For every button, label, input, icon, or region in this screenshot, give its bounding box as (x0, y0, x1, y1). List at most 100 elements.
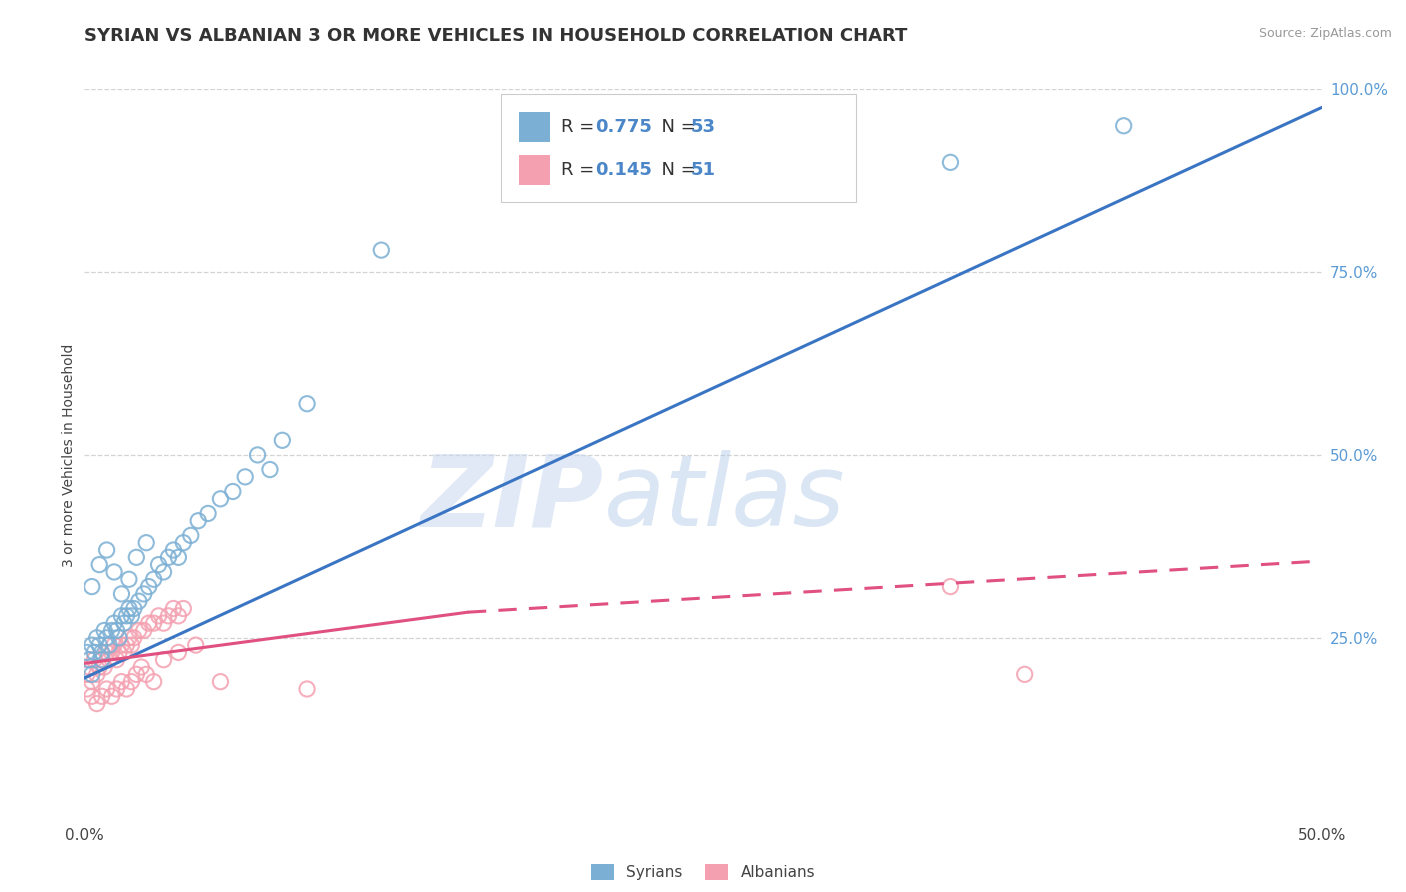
Point (80, 690, 103, 704)
Point (112, 616, 135, 631)
Point (100, 690, 122, 704)
Point (152, 565, 174, 579)
Point (172, 535, 194, 549)
Point (209, 674, 232, 689)
Point (138, 616, 160, 631)
Point (89, 638, 111, 652)
Point (135, 535, 157, 549)
Point (76, 645, 98, 659)
Point (138, 580, 160, 594)
Point (98, 653, 121, 667)
Point (98, 638, 121, 652)
Point (157, 550, 180, 565)
Point (135, 667, 157, 681)
Point (162, 601, 184, 615)
Point (90, 653, 112, 667)
Point (118, 572, 141, 586)
Point (96, 681, 118, 696)
Point (103, 638, 125, 652)
Point (90, 690, 112, 704)
Point (157, 608, 180, 623)
Point (103, 616, 125, 631)
Point (108, 645, 131, 659)
Point (197, 507, 219, 521)
Point (939, 580, 962, 594)
Text: N =: N = (650, 119, 702, 136)
Point (246, 448, 269, 462)
Point (110, 638, 132, 652)
Point (110, 608, 132, 623)
Text: SYRIAN VS ALBANIAN 3 OR MORE VEHICLES IN HOUSEHOLD CORRELATION CHART: SYRIAN VS ALBANIAN 3 OR MORE VEHICLES IN… (84, 27, 908, 45)
Text: atlas: atlas (605, 450, 845, 548)
Point (115, 638, 138, 652)
Point (96, 631, 118, 645)
Text: Source: ZipAtlas.com: Source: ZipAtlas.com (1258, 27, 1392, 40)
Legend: Syrians, Albanians: Syrians, Albanians (585, 858, 821, 886)
Point (90, 645, 112, 659)
Point (167, 645, 190, 659)
Point (162, 543, 184, 558)
Point (120, 638, 142, 652)
Point (295, 397, 318, 411)
Text: R =: R = (561, 161, 600, 179)
Point (125, 667, 148, 681)
Point (122, 601, 145, 615)
Point (93, 660, 115, 674)
Point (105, 624, 128, 638)
Text: R =: R = (561, 119, 600, 136)
Point (76, 681, 98, 696)
Text: 0.775: 0.775 (595, 119, 652, 136)
Text: 53: 53 (690, 119, 716, 136)
Y-axis label: 3 or more Vehicles in Household: 3 or more Vehicles in Household (62, 343, 76, 566)
Point (142, 674, 165, 689)
Point (152, 616, 174, 631)
Point (83, 653, 105, 667)
Point (172, 601, 194, 615)
Point (142, 616, 165, 631)
Point (93, 624, 115, 638)
Point (80, 638, 103, 652)
Point (80, 667, 103, 681)
Point (96, 543, 118, 558)
Point (105, 681, 128, 696)
Point (122, 631, 145, 645)
Point (222, 484, 245, 499)
Point (80, 580, 103, 594)
Point (103, 565, 125, 579)
Point (295, 681, 318, 696)
Point (152, 653, 174, 667)
Point (83, 645, 105, 659)
Point (100, 645, 122, 659)
Point (142, 572, 165, 586)
Point (118, 631, 141, 645)
Point (86, 631, 108, 645)
Text: ZIP: ZIP (420, 450, 605, 548)
Point (209, 491, 232, 506)
Point (233, 470, 256, 484)
Point (132, 587, 155, 601)
Point (79, 653, 101, 667)
Point (90, 653, 112, 667)
Point (132, 624, 155, 638)
Text: N =: N = (650, 161, 702, 179)
Point (118, 601, 141, 615)
Point (259, 462, 281, 476)
Point (271, 434, 294, 448)
Point (110, 674, 132, 689)
Point (115, 608, 138, 623)
Point (148, 558, 170, 572)
Point (112, 645, 135, 659)
Point (89, 660, 111, 674)
Text: 0.145: 0.145 (595, 161, 652, 179)
Point (128, 594, 150, 608)
Point (370, 243, 392, 257)
Point (184, 638, 207, 652)
Point (939, 155, 962, 169)
Point (120, 608, 142, 623)
Point (180, 528, 202, 542)
Point (96, 645, 118, 659)
Point (148, 608, 170, 623)
Point (76, 667, 98, 681)
Point (108, 631, 131, 645)
Point (120, 674, 142, 689)
